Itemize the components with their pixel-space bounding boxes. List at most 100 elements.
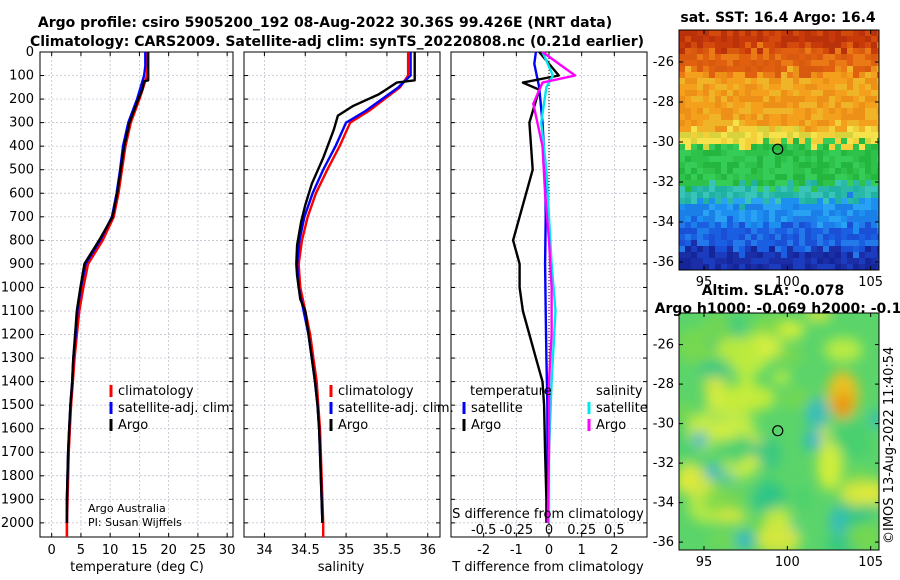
sst-pixel <box>703 264 709 270</box>
sst-pixel <box>871 168 877 174</box>
sst-pixel <box>781 234 787 240</box>
sst-pixel <box>709 102 715 108</box>
sst-pixel <box>679 156 685 162</box>
sla-anomaly <box>805 397 830 431</box>
sst-pixel <box>859 180 865 186</box>
sst-pixel <box>859 126 865 132</box>
sst-pixel <box>871 174 877 180</box>
sst-pixel <box>829 96 835 102</box>
sst-pixel <box>697 60 703 66</box>
sst-pixel <box>709 132 715 138</box>
sst-pixel <box>853 258 859 264</box>
sst-pixel <box>841 36 847 42</box>
sst-pixel <box>781 168 787 174</box>
sst-pixel <box>805 126 811 132</box>
sst-pixel <box>871 192 877 198</box>
sst-pixel <box>769 162 775 168</box>
sst-pixel <box>853 240 859 246</box>
sst-pixel <box>763 198 769 204</box>
sst-pixel <box>721 228 727 234</box>
sst-pixel <box>787 144 793 150</box>
sst-pixel <box>823 54 829 60</box>
sst-pixel <box>817 222 823 228</box>
sst-pixel <box>823 36 829 42</box>
sst-pixel <box>847 174 853 180</box>
sst-pixel <box>865 186 871 192</box>
sla-anomaly <box>829 507 847 537</box>
sst-pixel <box>847 102 853 108</box>
sst-pixel <box>853 96 859 102</box>
sst-pixel <box>835 192 841 198</box>
sst-pixel <box>691 174 697 180</box>
sst-pixel <box>697 228 703 234</box>
x-tick-label: 30 <box>219 543 236 558</box>
sst-pixel <box>877 216 879 222</box>
s-tick-label: 0.25 <box>567 523 596 538</box>
sst-pixel <box>727 66 733 72</box>
sst-pixel <box>841 192 847 198</box>
sst-pixel <box>679 186 685 192</box>
sst-pixel <box>763 246 769 252</box>
sst-pixel <box>859 30 865 36</box>
temperature-panel: 0 5 10 15 20 25 300100200300400500600700800900… <box>1 45 236 558</box>
sst-pixel <box>703 162 709 168</box>
sla-anomaly <box>720 384 776 412</box>
sst-pixel <box>865 234 871 240</box>
sst-pixel <box>775 78 781 84</box>
sst-pixel <box>739 120 745 126</box>
sst-pixel <box>877 78 879 84</box>
sst-pixel <box>817 96 823 102</box>
sst-pixel <box>715 174 721 180</box>
sla-map: 95 100 105 -26 -28 -30 -32 -34 -36 <box>653 312 883 570</box>
sst-pixel <box>703 108 709 114</box>
sst-pixel <box>727 48 733 54</box>
sst-pixel <box>751 54 757 60</box>
sst-pixel <box>877 102 879 108</box>
sst-pixel <box>847 246 853 252</box>
sst-pixel <box>877 84 879 90</box>
sst-pixel <box>811 210 817 216</box>
sst-pixel <box>727 84 733 90</box>
sst-pixel <box>805 204 811 210</box>
sst-pixel <box>751 222 757 228</box>
sst-pixel <box>697 114 703 120</box>
sst-pixel <box>817 198 823 204</box>
sst-pixel <box>709 228 715 234</box>
sst-pixel <box>841 246 847 252</box>
sla-anomaly <box>838 428 872 462</box>
sst-pixel <box>799 246 805 252</box>
sst-pixel <box>793 90 799 96</box>
sst-pixel <box>775 30 781 36</box>
sst-pixel <box>859 174 865 180</box>
sla-anomaly <box>692 432 708 448</box>
sst-pixel <box>799 114 805 120</box>
sst-pixel <box>829 90 835 96</box>
sst-pixel <box>811 252 817 258</box>
timestamp-label: ©IMOS 13-Aug-2022 11:40:54 <box>882 347 897 544</box>
sst-pixel <box>709 156 715 162</box>
sst-pixel <box>835 222 841 228</box>
sst-pixel <box>745 60 751 66</box>
sst-pixel <box>829 168 835 174</box>
sst-pixel <box>763 30 769 36</box>
sst-pixel <box>817 138 823 144</box>
sst-pixel <box>733 84 739 90</box>
sst-pixel <box>733 138 739 144</box>
sst-pixel <box>805 252 811 258</box>
sst-pixel <box>853 120 859 126</box>
sst-pixel <box>769 204 775 210</box>
sst-pixel <box>865 138 871 144</box>
sst-pixel <box>787 54 793 60</box>
sst-pixel <box>811 72 817 78</box>
sst-pixel <box>769 120 775 126</box>
sst-pixel <box>751 264 757 270</box>
sst-pixel <box>679 174 685 180</box>
sst-pixel <box>775 42 781 48</box>
sst-pixel <box>733 90 739 96</box>
sst-pixel <box>853 42 859 48</box>
sst-pixel <box>721 258 727 264</box>
sst-pixel <box>715 30 721 36</box>
sst-pixel <box>763 102 769 108</box>
sst-pixel <box>823 186 829 192</box>
sst-pixel <box>775 156 781 162</box>
